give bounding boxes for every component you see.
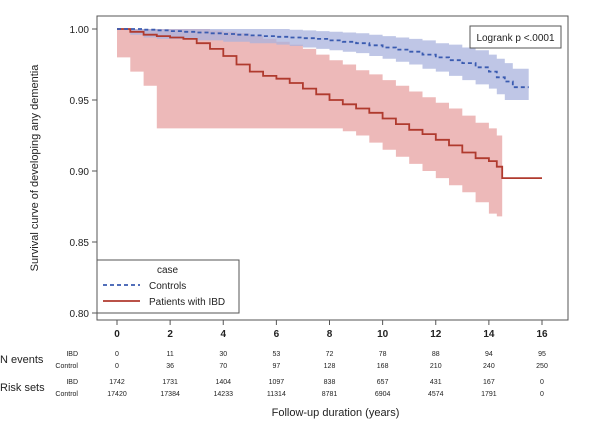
risk-cell: 4574 xyxy=(428,391,444,398)
risk-cell: 97 xyxy=(272,363,280,370)
risk-cell: 1404 xyxy=(215,379,231,386)
risk-cell: 1791 xyxy=(481,391,497,398)
risk-cell: 838 xyxy=(324,379,336,386)
risk-cell: 11314 xyxy=(267,391,286,398)
y-tick-label: 0.95 xyxy=(70,96,90,107)
y-axis-label: Survival curve of developing any dementi… xyxy=(29,64,41,272)
risk-cell: 0 xyxy=(115,351,119,358)
x-tick-label: 0 xyxy=(114,329,120,340)
risk-cell: 240 xyxy=(483,363,495,370)
risk-cell: 168 xyxy=(377,363,389,370)
risk-cell: 0 xyxy=(540,379,544,386)
risk-cell: 88 xyxy=(432,351,440,358)
series-line-controls xyxy=(117,28,529,89)
x-tick-label: 14 xyxy=(483,329,495,340)
y-tick-label: 0.90 xyxy=(70,167,90,178)
risk-cell: 1731 xyxy=(162,379,178,386)
risk-row-group: Control xyxy=(55,363,78,370)
y-tick-label: 0.80 xyxy=(70,309,90,320)
risk-cell: 167 xyxy=(483,379,495,386)
legend-title: case xyxy=(157,265,179,276)
risk-cell: 17384 xyxy=(160,391,180,398)
legend-box xyxy=(96,259,240,314)
y-tick-label: 0.85 xyxy=(70,238,90,249)
plot-frame xyxy=(96,15,569,321)
risk-cell: 78 xyxy=(379,351,387,358)
risk-cell: 1742 xyxy=(109,379,125,386)
logrank-annotation: Logrank p <.0001 xyxy=(476,33,555,44)
annotation-box xyxy=(469,25,562,49)
x-tick-label: 12 xyxy=(430,329,442,340)
risk-cell: 6904 xyxy=(375,391,391,398)
series-line-ibd xyxy=(117,28,542,179)
risk-cell: 1097 xyxy=(269,379,285,386)
risk-cell: 14233 xyxy=(214,391,234,398)
risk-row-group: IBD xyxy=(66,351,78,358)
risk-cell: 657 xyxy=(377,379,389,386)
risk-cell: 95 xyxy=(538,351,546,358)
x-tick-label: 4 xyxy=(220,329,226,340)
risk-block-label: Risk sets xyxy=(0,382,45,394)
legend-label-controls: Controls xyxy=(149,281,186,292)
x-tick-label: 16 xyxy=(536,329,548,340)
risk-cell: 210 xyxy=(430,363,442,370)
risk-cell: 250 xyxy=(536,363,548,370)
risk-block-label: N events xyxy=(0,354,44,366)
x-tick-label: 8 xyxy=(327,329,333,340)
y-tick-label: 1.00 xyxy=(70,25,90,36)
risk-cell: 36 xyxy=(166,363,174,370)
risk-cell: 70 xyxy=(219,363,227,370)
risk-row-group: IBD xyxy=(66,379,78,386)
ci-band-ibd xyxy=(117,29,503,217)
risk-cell: 30 xyxy=(219,351,227,358)
legend-label-ibd: Patients with IBD xyxy=(149,297,225,308)
risk-row-group: Control xyxy=(55,391,78,398)
ci-band-controls xyxy=(117,29,529,100)
x-tick-label: 2 xyxy=(167,329,173,340)
risk-cell: 431 xyxy=(430,379,442,386)
x-tick-label: 6 xyxy=(274,329,280,340)
risk-cell: 8781 xyxy=(322,391,338,398)
risk-cell: 0 xyxy=(115,363,119,370)
risk-cell: 17420 xyxy=(107,391,127,398)
risk-cell: 0 xyxy=(540,391,544,398)
x-axis-label: Follow-up duration (years) xyxy=(272,407,400,419)
risk-cell: 72 xyxy=(326,351,334,358)
risk-cell: 11 xyxy=(166,351,173,358)
risk-cell: 128 xyxy=(324,363,336,370)
risk-cell: 53 xyxy=(272,351,280,358)
risk-cell: 94 xyxy=(485,351,493,358)
x-tick-label: 10 xyxy=(377,329,389,340)
